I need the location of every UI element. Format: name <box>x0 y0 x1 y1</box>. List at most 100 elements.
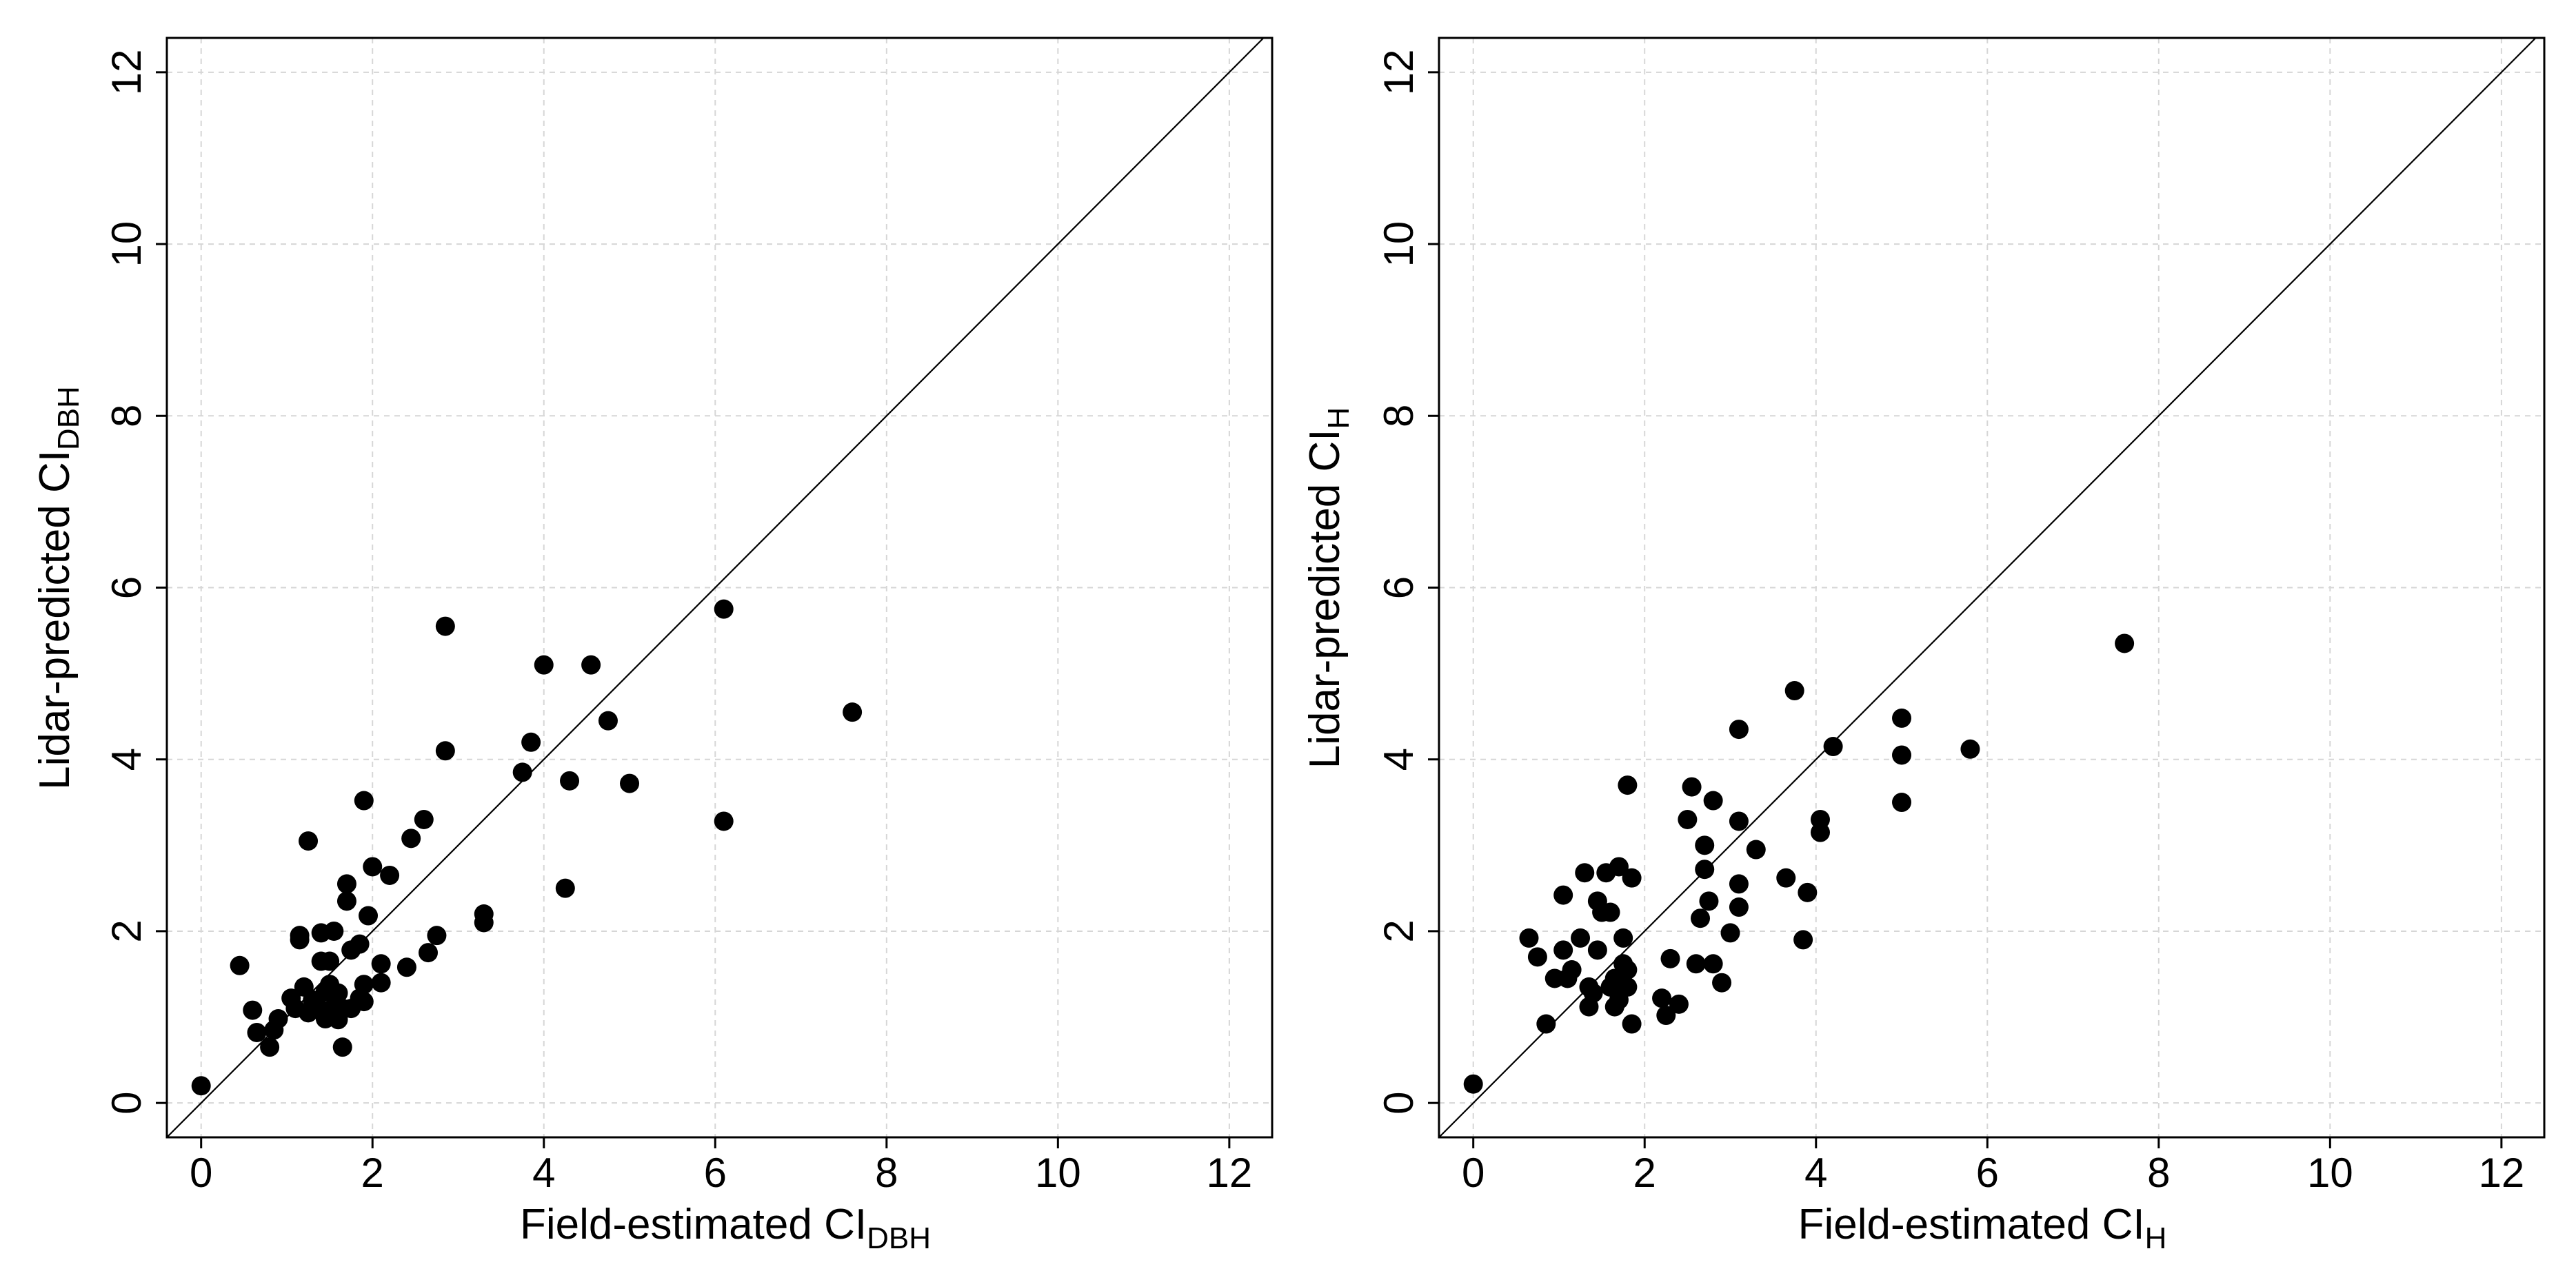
y-tick-label: 8 <box>103 405 150 427</box>
grid-h <box>1439 38 2544 1137</box>
data-point <box>598 711 618 731</box>
data-point <box>1583 983 1603 1003</box>
y-tick-label: 10 <box>1376 221 1422 267</box>
data-point <box>1892 708 1912 728</box>
data-point <box>427 926 447 946</box>
data-point <box>371 954 391 974</box>
data-point <box>1613 928 1633 948</box>
points-h <box>1463 633 2135 1094</box>
data-point <box>243 1000 263 1020</box>
data-point <box>1798 882 1818 902</box>
data-point <box>843 702 863 722</box>
data-point <box>414 809 434 829</box>
data-point <box>1892 793 1912 813</box>
x-tick-label: 12 <box>2478 1150 2524 1196</box>
x-tick-label: 4 <box>1804 1150 1827 1196</box>
data-point <box>332 1037 352 1057</box>
data-point <box>1793 930 1813 950</box>
data-point <box>1682 777 1702 797</box>
data-point <box>1746 840 1766 860</box>
data-point <box>1784 681 1804 701</box>
data-point <box>1729 897 1749 917</box>
x-ticks-dbh: 0 2 4 6 8 10 12 <box>190 1137 1252 1196</box>
data-point <box>435 616 455 636</box>
data-point <box>396 957 416 977</box>
y-tick-label: 4 <box>103 748 150 771</box>
data-point <box>620 773 640 793</box>
data-point <box>1699 891 1719 911</box>
x-axis-title-h: Field-estimated CIH <box>1798 1201 2167 1255</box>
x-tick-label: 2 <box>1633 1150 1656 1196</box>
data-point <box>1519 928 1539 948</box>
y-tick-label: 0 <box>103 1091 150 1114</box>
data-point <box>1618 977 1638 997</box>
data-point <box>1810 822 1830 842</box>
data-point <box>1618 960 1638 980</box>
data-point <box>320 951 340 971</box>
data-point <box>191 1076 211 1096</box>
data-point <box>1691 908 1711 928</box>
data-point <box>1892 745 1912 765</box>
data-point <box>560 771 580 791</box>
data-point <box>714 599 734 619</box>
x-tick-label: 2 <box>361 1150 384 1196</box>
data-point <box>247 1022 267 1042</box>
y-tick-label: 6 <box>103 576 150 599</box>
x-tick-label: 6 <box>1976 1150 1999 1196</box>
data-point <box>1622 868 1642 888</box>
data-point <box>401 829 421 849</box>
data-point <box>1553 885 1573 905</box>
data-point <box>1553 940 1573 960</box>
data-point <box>1703 791 1723 811</box>
data-point <box>1695 860 1715 880</box>
panel-dbh: 0 2 4 6 8 10 12 0 2 4 6 8 10 12 Field-estimated CIDB… <box>31 37 1274 1255</box>
data-point <box>1678 809 1698 829</box>
data-point <box>1571 928 1591 948</box>
x-tick-label: 12 <box>1206 1150 1252 1196</box>
x-tick-label: 6 <box>704 1150 727 1196</box>
data-point <box>1463 1074 1483 1094</box>
x-ticks-h: 0 2 4 6 8 10 12 <box>1462 1137 2524 1196</box>
data-point <box>1536 1014 1556 1034</box>
data-point <box>1656 1006 1676 1026</box>
data-point <box>336 874 356 894</box>
data-point <box>230 955 250 975</box>
data-point <box>521 732 541 752</box>
y-tick-label: 12 <box>1376 49 1422 95</box>
x-tick-label: 10 <box>2307 1150 2353 1196</box>
data-point <box>324 921 344 941</box>
grid-dbh <box>167 38 1272 1137</box>
data-point <box>1776 868 1796 888</box>
data-point <box>1618 775 1638 795</box>
reference-line-h <box>1438 37 2537 1138</box>
data-point <box>581 655 601 675</box>
y-ticks-dbh: 0 2 4 6 8 10 12 <box>103 49 167 1115</box>
data-point <box>354 992 374 1012</box>
y-tick-label: 6 <box>1376 576 1422 599</box>
data-point <box>1720 923 1740 943</box>
y-tick-label: 0 <box>1376 1091 1422 1114</box>
y-tick-label: 10 <box>103 221 150 267</box>
y-axis-title-h: Lidar-predicted CIH <box>1301 407 1356 769</box>
data-point <box>555 878 575 898</box>
data-point <box>328 983 348 1003</box>
y-axis-title-dbh: Lidar-predicted CIDBH <box>31 386 85 790</box>
x-axis-title-dbh: Field-estimated CIDBH <box>520 1201 931 1255</box>
x-tick-label: 8 <box>2147 1150 2170 1196</box>
data-point <box>2115 633 2135 653</box>
data-point <box>1609 857 1629 877</box>
data-point <box>1703 954 1723 974</box>
data-point <box>1669 994 1689 1014</box>
data-point <box>354 791 374 811</box>
data-point <box>512 762 532 782</box>
data-point <box>714 811 734 831</box>
data-point <box>260 1037 280 1057</box>
data-point <box>299 831 319 851</box>
y-tick-label: 4 <box>1376 748 1422 771</box>
data-point <box>363 857 383 877</box>
y-tick-label: 2 <box>103 920 150 942</box>
data-point <box>474 913 494 933</box>
data-point <box>1622 1014 1642 1034</box>
